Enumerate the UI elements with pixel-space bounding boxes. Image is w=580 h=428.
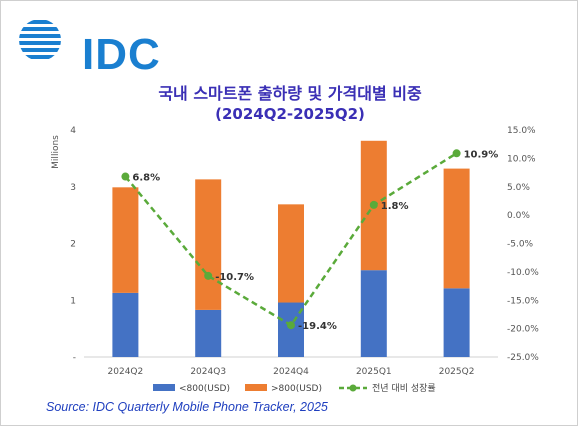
growth-rate-point [452,149,461,158]
y-axis-label: Millions [51,135,61,169]
y-tick-label: - [73,353,76,363]
y2-tick-label: -20.0% [507,325,539,335]
y2-tick-label: -15.0% [507,296,539,306]
legend-swatch-over-800 [245,384,267,391]
growth-rate-label: -19.4% [298,321,337,332]
y2-tick-label: -25.0% [507,353,539,363]
bar-over-800 [278,204,304,303]
legend-swatch-under-800 [153,384,175,391]
x-tick-label: 2025Q1 [356,367,392,377]
growth-rate-point [287,321,295,330]
x-tick-label: 2024Q2 [108,367,144,377]
x-tick-label: 2025Q2 [439,367,475,377]
bar-under-800 [195,309,222,357]
bar-under-800 [112,292,139,357]
growth-rate-label: -10.7% [215,272,254,283]
bar-over-800 [112,187,139,293]
chart-title: 국내 스마트폰 출하량 및 가격대별 비중 [158,84,422,103]
bar-under-800 [360,270,387,357]
chart-subtitle: (2024Q2-2025Q2) [215,105,365,123]
growth-rate-label: 6.8% [132,173,160,184]
source-note: Source: IDC Quarterly Mobile Phone Track… [46,400,328,414]
y-tick-label: 1 [70,296,76,306]
x-tick-label: 2024Q4 [273,367,309,377]
idc-logo: IDC [18,17,160,79]
y-tick-label: 3 [70,183,76,193]
growth-rate-label: 1.8% [381,201,409,212]
y2-tick-label: -5.0% [507,240,534,250]
growth-rate-point [369,200,378,209]
y2-tick-label: 5.0% [507,183,530,193]
idc-globe-icon [19,20,61,59]
growth-rate-point [204,271,213,280]
y2-tick-label: 0.0% [507,211,530,221]
y2-tick-label: 10.0% [507,154,536,164]
y-tick-label: 2 [70,240,76,250]
bar-under-800 [443,288,470,357]
y-tick-label: 4 [70,126,76,136]
legend-label-over-800: >800(USD) [271,384,322,394]
y2-tick-label: 15.0% [507,126,536,136]
legend-label-growth: 전년 대비 성장률 [372,383,436,394]
logo-text: IDC [82,30,161,79]
growth-rate-point [121,172,130,181]
chart-canvas: - 1 2 3 4 Millions -25.0% -20.0% -15.0% -10.0% -5.… [51,126,539,394]
bar-over-800 [443,168,470,289]
bar-over-800 [195,179,222,310]
x-tick-label: 2024Q3 [190,367,226,377]
legend-label-under-800: <800(USD) [179,384,230,394]
growth-rate-label: 10.9% [464,149,499,160]
legend-point-growth [349,384,357,392]
y2-tick-label: -10.0% [507,268,539,278]
